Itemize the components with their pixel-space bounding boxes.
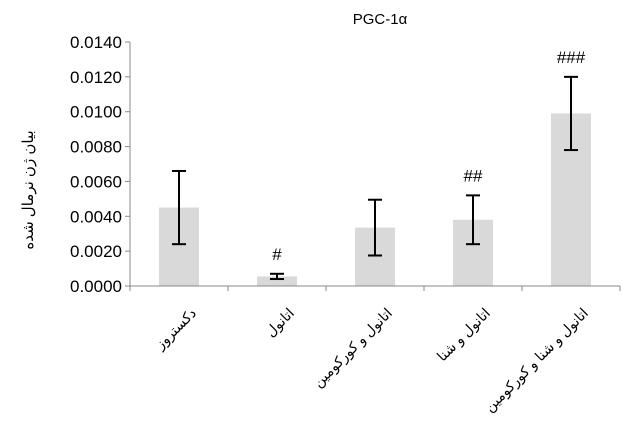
y-tick-label: 0.0100 xyxy=(70,103,122,122)
significance-mark: # xyxy=(272,245,282,264)
chart-title: PGC-1α xyxy=(353,11,408,28)
y-axis: 0.0000 0.0020 0.0040 0.0060 0.0080 0.0100 0.01… xyxy=(70,33,131,296)
bar xyxy=(257,276,297,286)
x-tick-label: دکستروز xyxy=(151,305,200,354)
x-tick-label: اتانول و شنا و کورکومین xyxy=(481,305,592,416)
y-tick-label: 0.0140 xyxy=(70,33,122,52)
y-axis-label: بیان ژن نرمال شده xyxy=(20,130,37,249)
y-tick-label: 0.0020 xyxy=(70,242,122,261)
x-tick-label: اتانول xyxy=(262,305,298,341)
x-tick-label: اتانول و کورکومین xyxy=(310,305,396,391)
significance-mark: ### xyxy=(557,48,586,67)
x-tick-label: اتانول و شنا xyxy=(434,305,494,365)
x-axis: دکستروز اتانول اتانول و کورکومین اتانول و ش… xyxy=(129,285,621,416)
y-tick-label: 0.0120 xyxy=(70,68,122,87)
y-tick-label: 0.0000 xyxy=(70,277,122,296)
y-tick-label: 0.0040 xyxy=(70,207,122,226)
significance-marks-group: ###### xyxy=(272,48,585,264)
y-tick-label: 0.0080 xyxy=(70,138,122,157)
significance-mark: ## xyxy=(464,166,483,185)
error-bars-group xyxy=(172,75,578,281)
y-tick-label: 0.0060 xyxy=(70,172,122,191)
